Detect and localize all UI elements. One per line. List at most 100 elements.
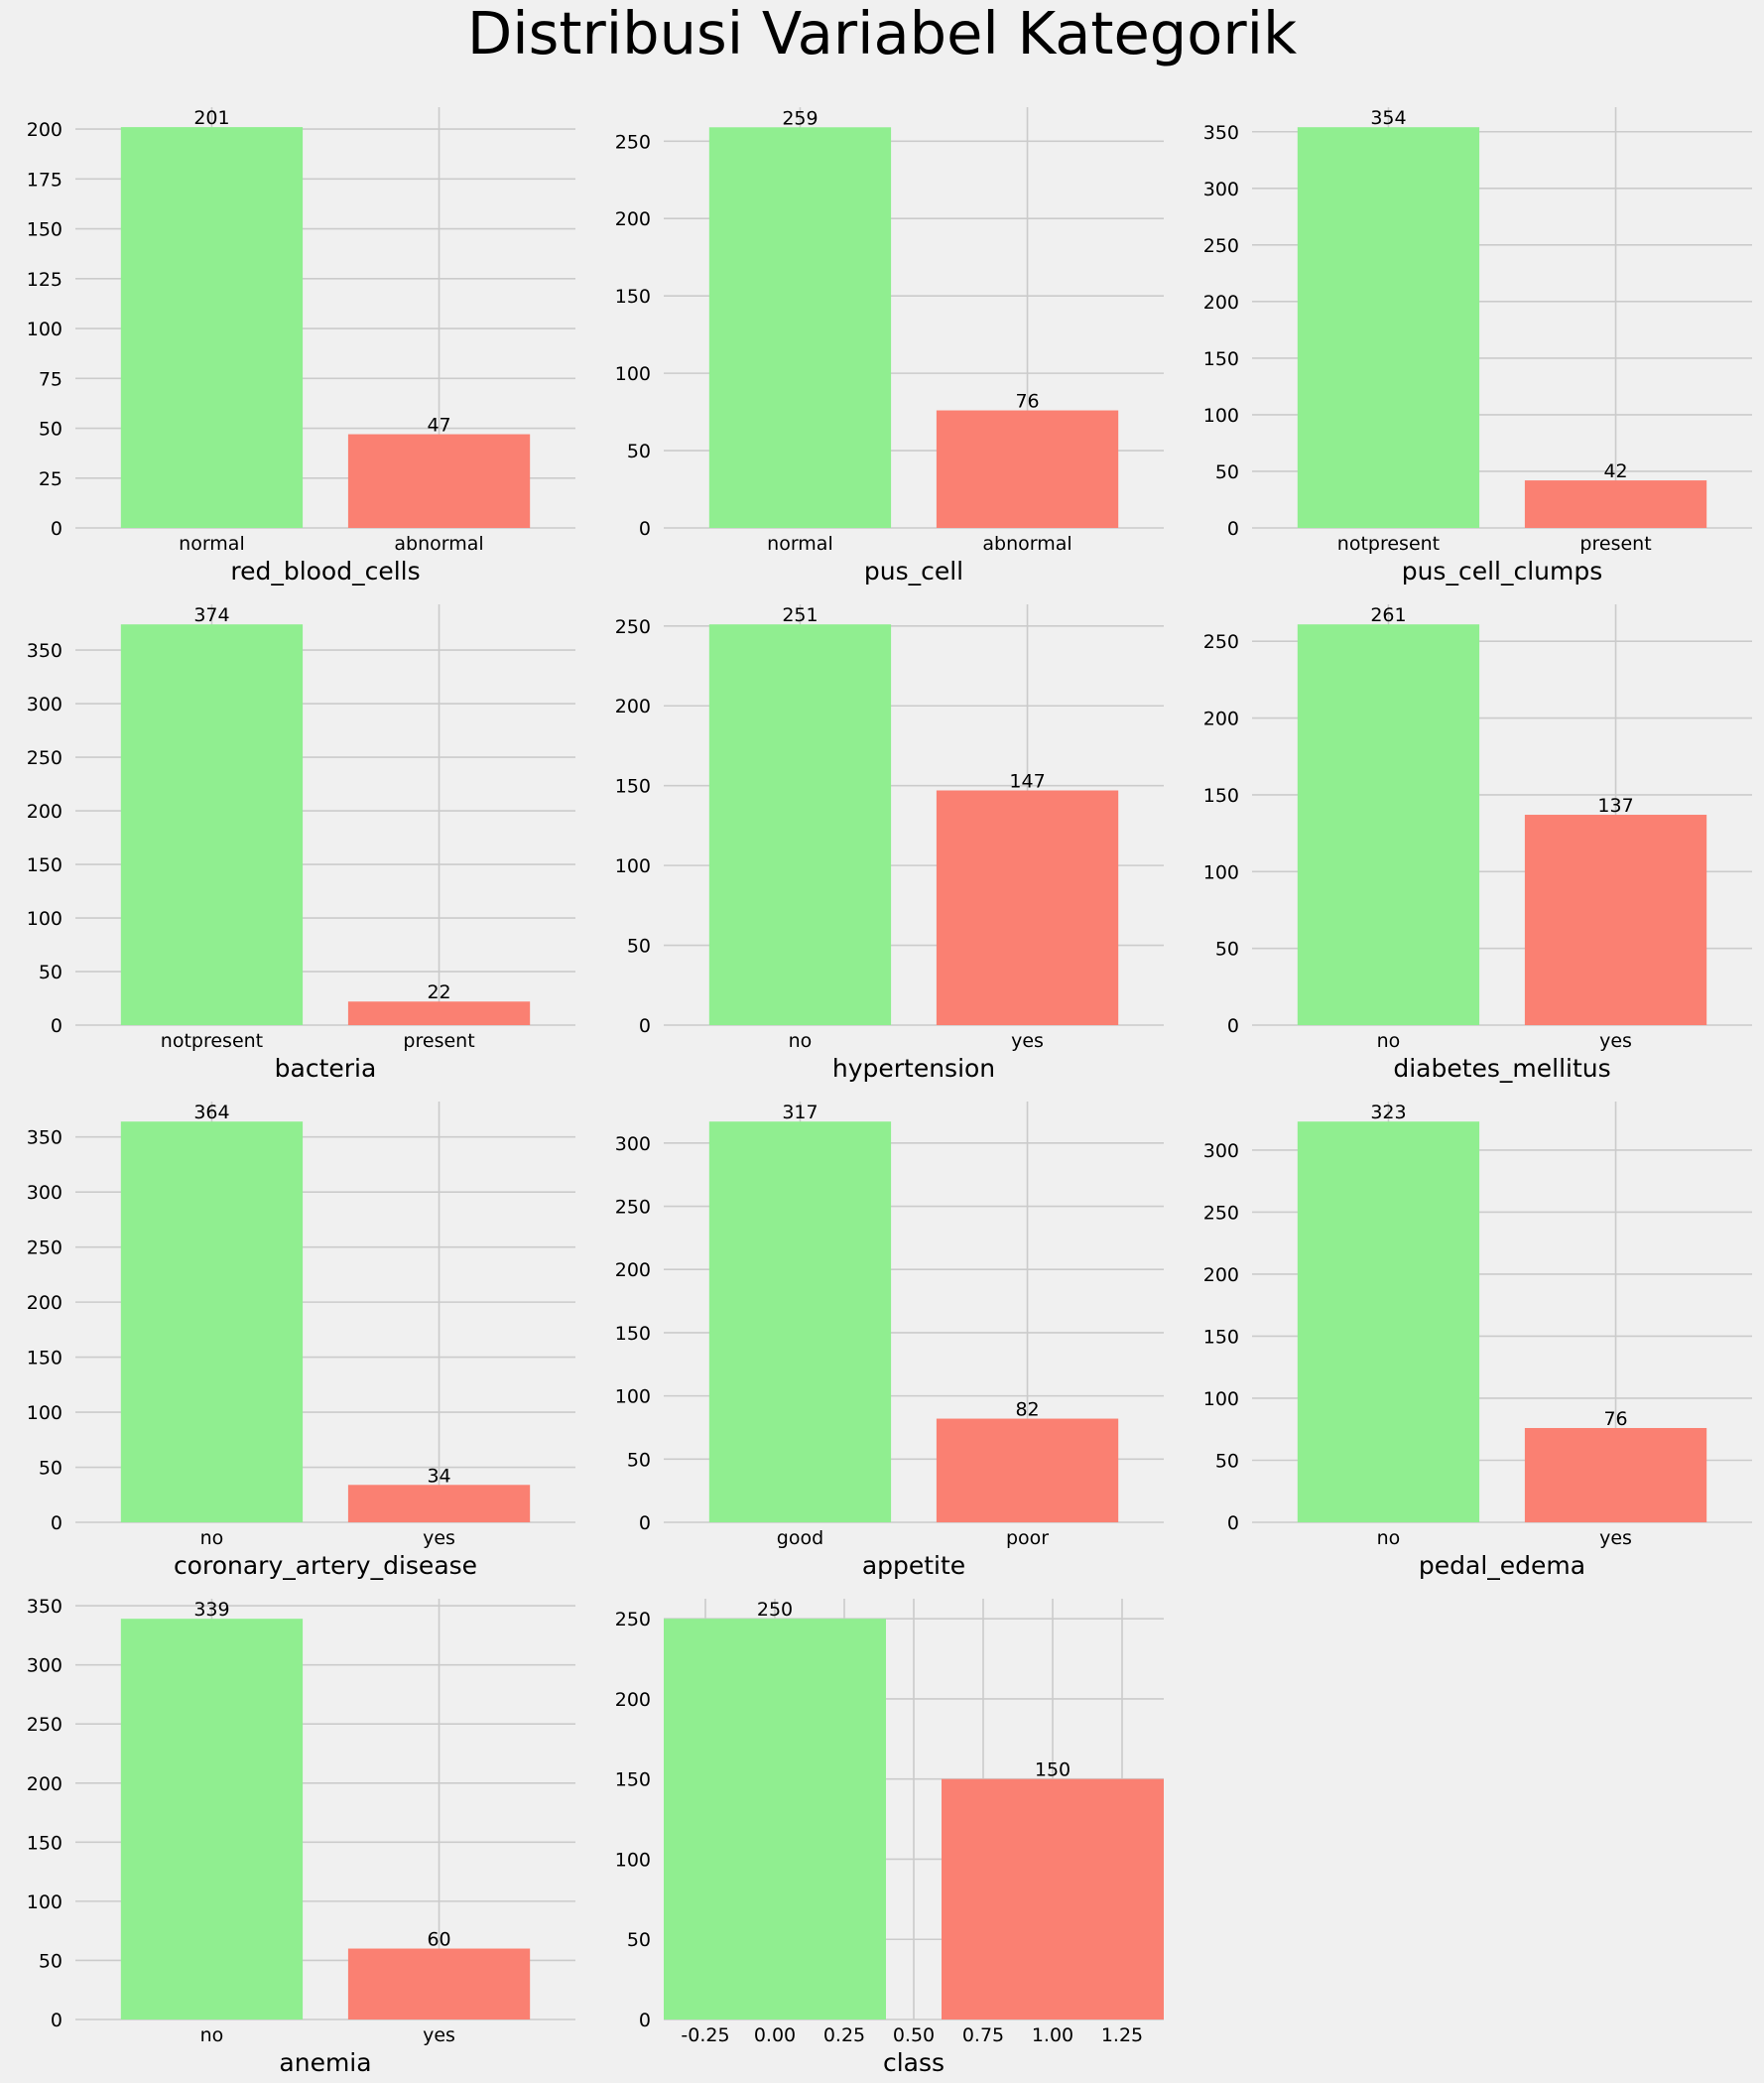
x-tick-label: 1.00 [1032,2024,1073,2046]
x-axis-label: bacteria [275,1054,377,1083]
y-tick-label: 250 [615,616,651,638]
x-axis-label: anemia [279,2048,371,2077]
subplot-appetite: 0 50 100 150 200 250 300 good poor 317 82 appetite [615,1102,1164,1580]
y-tick-label: 250 [615,1197,651,1219]
x-tick-label: abnormal [394,533,483,555]
y-tick-label: 0 [639,1015,651,1037]
y-tick-label: 0 [51,518,63,540]
x-tick-label: present [1579,533,1651,555]
bar [1524,1427,1707,1522]
y-tick-label: 100 [615,363,651,385]
bar-value-label: 47 [427,415,450,437]
y-tick-label: 200 [615,1259,651,1281]
y-tick-label: 50 [39,419,63,441]
bar [347,1485,531,1522]
bar-value-label: 317 [782,1102,818,1123]
y-tick-label: 200 [615,1689,651,1711]
bar [1297,624,1480,1025]
x-tick-label: no [200,1527,224,1549]
y-tick-label: 350 [27,640,63,662]
y-tick-label: 0 [639,1512,651,1534]
x-axis-label: appetite [862,1551,965,1580]
bar [1524,815,1707,1025]
x-tick-label: no [1377,1527,1401,1549]
bar-value-label: 76 [1603,1408,1627,1430]
x-tick-label: no [1377,1030,1401,1052]
y-tick-label: 0 [51,2010,63,2031]
x-tick-label: yes [423,1527,455,1549]
bar [936,790,1119,1025]
subplot-coronary-artery-disease: 0 50 100 150 200 250 300 350 no yes 364 34 coronary_… [27,1102,575,1580]
bar [708,1121,892,1522]
y-tick-label: 125 [27,269,63,291]
y-tick-label: 300 [1203,1140,1239,1162]
chart-title: Distribusi Variabel Kategorik [467,0,1297,67]
bar-value-label: 259 [782,107,818,129]
bar [708,127,892,528]
bar-value-label: 137 [1597,795,1633,817]
x-axis-label: diabetes_mellitus [1393,1054,1610,1083]
y-tick-label: 250 [27,1714,63,1736]
y-tick-label: 0 [1227,1015,1239,1037]
y-tick-label: 350 [27,1596,63,1618]
y-tick-label: 50 [1215,939,1239,961]
y-tick-label: 200 [615,696,651,717]
bar [1297,127,1480,528]
y-tick-label: 250 [27,747,63,769]
x-tick-label: 0.25 [823,2024,865,2046]
bar-value-label: 261 [1370,604,1406,626]
y-tick-label: 50 [627,441,651,462]
x-tick-label: yes [1599,1030,1632,1052]
x-axis-label: pedal_edema [1419,1551,1585,1580]
y-tick-label: 200 [1203,292,1239,314]
bar-value-label: 201 [193,107,229,129]
y-tick-label: 300 [27,694,63,716]
y-tick-label: 50 [39,1458,63,1480]
bar [1297,1121,1480,1522]
bar [936,410,1119,528]
y-tick-label: 150 [615,286,651,308]
y-tick-label: 300 [1203,179,1239,200]
y-tick-label: 150 [27,854,63,876]
y-tick-label: 200 [1203,709,1239,730]
y-tick-label: 150 [27,219,63,241]
y-tick-label: 0 [1227,1512,1239,1534]
bar-value-label: 374 [193,604,229,626]
bar-value-label: 22 [427,981,450,1003]
subplot-diabetes-mellitus: 0 50 100 150 200 250 no yes 261 137 diabetes_melli… [1203,604,1752,1083]
bar [942,1778,1164,2019]
y-tick-label: 250 [615,1609,651,1630]
y-tick-label: 150 [1203,348,1239,370]
x-tick-label: good [777,1527,823,1549]
y-tick-label: 50 [39,962,63,983]
y-tick-label: 175 [27,169,63,191]
y-tick-label: 250 [1203,1202,1239,1224]
x-tick-label: 0.50 [893,2024,935,2046]
y-tick-label: 50 [627,936,651,958]
y-tick-label: 50 [1215,461,1239,483]
y-tick-label: 100 [1203,861,1239,883]
y-tick-label: 50 [39,1950,63,1972]
y-tick-label: 200 [27,119,63,141]
subplot-grid: 0 25 50 75 100 125 150 175 200 normal abnormal 201 4… [27,107,1752,2077]
y-tick-label: 0 [51,1512,63,1534]
y-tick-label: 25 [39,468,63,490]
bar [120,1619,304,2019]
y-tick-label: 200 [1203,1264,1239,1286]
y-tick-label: 200 [27,1773,63,1795]
y-tick-label: 75 [39,368,63,390]
y-tick-label: 100 [27,319,63,340]
bar-value-label: 76 [1015,391,1039,413]
y-tick-label: 0 [639,518,651,540]
bar-value-label: 250 [757,1599,793,1621]
bar-value-label: 60 [427,1929,450,1951]
bar [347,434,531,528]
subplot-pedal-edema: 0 50 100 150 200 250 300 no yes 323 76 pedal_edema [1203,1102,1752,1580]
y-tick-label: 50 [627,1449,651,1471]
y-tick-label: 150 [27,1348,63,1369]
subplot-hypertension: 0 50 100 150 200 250 no yes 251 147 hypertension [615,604,1164,1083]
x-tick-label: yes [423,2024,455,2046]
x-tick-label: normal [767,533,833,555]
y-tick-label: 0 [1227,518,1239,540]
